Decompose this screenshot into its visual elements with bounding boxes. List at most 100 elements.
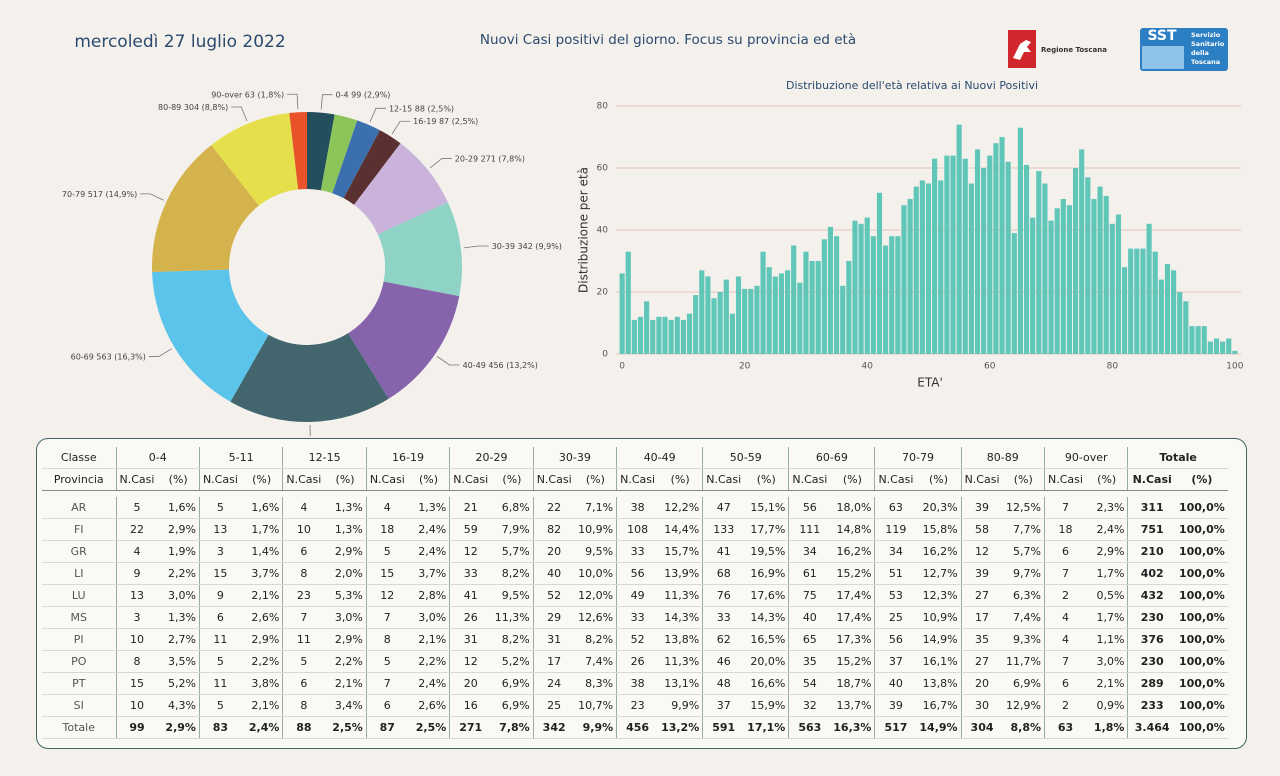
- value-cell: 2,7%: [157, 628, 200, 651]
- bar: [1036, 171, 1042, 354]
- value-cell: 32: [788, 694, 831, 717]
- pie-slice: [230, 333, 389, 422]
- value-cell: 33: [449, 562, 492, 585]
- pie-label: 12-15 88 (2,5%): [389, 104, 454, 113]
- value-cell: 15: [365, 562, 408, 585]
- value-cell: 5: [282, 650, 325, 673]
- value-cell: 5: [198, 694, 241, 717]
- pie-label: 40-49 456 (13,2%): [463, 360, 538, 369]
- y-tick-label: 0: [602, 350, 608, 360]
- value-cell: 24: [532, 672, 575, 695]
- value-cell: 5,7%: [491, 540, 534, 563]
- bar: [1134, 248, 1140, 354]
- value-cell: 38: [616, 672, 659, 695]
- subheader-cell: (%): [830, 468, 875, 491]
- bar: [1207, 341, 1213, 354]
- value-cell: 376: [1127, 628, 1176, 651]
- value-cell: 2,9%: [157, 518, 200, 541]
- province-cell: AR: [42, 497, 116, 519]
- value-cell: 54: [788, 672, 831, 695]
- table: Classe 0-4 5-11 12-15 16-19 20-29 30-39 40-49 50…: [42, 447, 1228, 739]
- value-cell: 5: [365, 650, 408, 673]
- pie-label: 0-4 99 (2,9%): [336, 90, 391, 99]
- value-cell: 10,9%: [916, 606, 962, 629]
- pie-label-part: 40-49: [463, 360, 486, 369]
- value-cell: 4: [115, 540, 158, 563]
- bar: [925, 183, 932, 354]
- value-cell: 10: [282, 518, 325, 541]
- bar: [656, 316, 662, 354]
- bar: [1220, 341, 1226, 354]
- bar: [956, 124, 962, 354]
- value-cell: 12: [960, 540, 1003, 563]
- sst-name-line: Servizio: [1191, 31, 1221, 39]
- bar: [705, 276, 711, 354]
- subheader-cell: (%): [491, 468, 534, 491]
- value-cell: 12: [365, 584, 408, 607]
- pie-label: 70-79 517 (14,9%): [62, 189, 137, 198]
- bar: [766, 267, 772, 354]
- value-cell: 4: [365, 497, 408, 519]
- value-cell: 13,8%: [658, 628, 703, 651]
- value-cell: 3,5%: [157, 650, 200, 673]
- value-cell: 9,7%: [1002, 562, 1045, 585]
- x-axis-label: ETA': [917, 376, 943, 390]
- value-cell: 17: [532, 650, 575, 673]
- leader-line: [391, 120, 411, 135]
- value-cell: 17,1%: [744, 716, 789, 739]
- bar: [748, 288, 754, 354]
- bar: [1017, 127, 1023, 354]
- pie-label-part: (2,9%): [364, 90, 391, 99]
- value-cell: 2,5%: [407, 716, 450, 739]
- value-cell: 1,6%: [157, 497, 200, 519]
- value-cell: 14,3%: [744, 606, 789, 629]
- subheader-cell: N.Casi: [282, 468, 325, 491]
- value-cell: 31: [532, 628, 575, 651]
- leader-line: [231, 106, 248, 122]
- value-cell: 3: [115, 606, 158, 629]
- pie-label-part: 70-79: [62, 189, 85, 198]
- value-cell: 6: [282, 672, 325, 695]
- pie-label-part: 456: [488, 360, 503, 369]
- value-cell: 1,3%: [407, 497, 450, 519]
- bar: [717, 292, 723, 354]
- value-cell: 2,1%: [1085, 672, 1128, 695]
- province-cell: FI: [42, 518, 116, 541]
- pie-label: 90-over 63 (1,8%): [211, 90, 284, 99]
- sst-name-line: Toscana: [1191, 58, 1220, 66]
- value-cell: 20: [449, 672, 492, 695]
- value-cell: 8,8%: [1002, 716, 1045, 739]
- value-cell: 39: [960, 562, 1003, 585]
- value-cell: 39: [874, 694, 917, 717]
- subheader-cell: N.Casi: [1043, 468, 1086, 491]
- value-cell: 2,2%: [157, 562, 200, 585]
- bar: [729, 313, 735, 354]
- bar: [840, 285, 846, 354]
- bar: [901, 205, 907, 354]
- subheader-cell: N.Casi: [198, 468, 241, 491]
- value-cell: 34: [874, 540, 917, 563]
- value-cell: 9,9%: [574, 716, 617, 739]
- value-cell: 40: [788, 606, 831, 629]
- value-cell: 2,2%: [240, 650, 283, 673]
- value-cell: 10,0%: [574, 562, 617, 585]
- value-cell: 41: [702, 540, 745, 563]
- pie-label: 60-69 563 (16,3%): [71, 352, 146, 361]
- value-cell: 4: [1043, 628, 1086, 651]
- pie-slice: [348, 281, 460, 399]
- value-cell: 16,5%: [744, 628, 789, 651]
- value-cell: 18,7%: [830, 672, 875, 695]
- value-cell: 10: [115, 694, 158, 717]
- pie-label-part: 60-69: [71, 352, 94, 361]
- header-cell: 5-11: [198, 447, 283, 469]
- sst-name-line: Sanitario: [1191, 40, 1225, 48]
- pie-label-part: 517: [88, 189, 103, 198]
- date: mercoledì 27 luglio 2022: [74, 32, 285, 52]
- bar: [944, 155, 950, 354]
- leader-line: [436, 356, 460, 366]
- bar: [631, 319, 637, 354]
- value-cell: 15,1%: [744, 497, 789, 519]
- value-cell: 3,8%: [240, 672, 283, 695]
- value-cell: 3,4%: [324, 694, 367, 717]
- value-cell: 5: [115, 497, 158, 519]
